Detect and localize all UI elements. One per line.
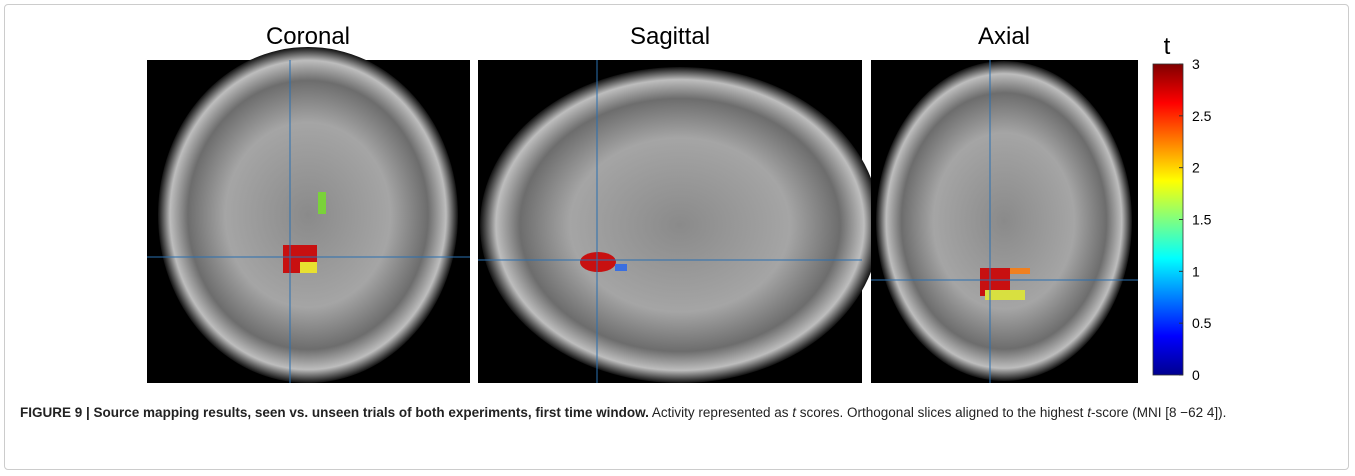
activation: [580, 252, 616, 272]
colorbar-label: t: [1164, 33, 1171, 60]
figure: Coronal Sagittal Axial t 0 0.5 1 1.5 2 2.5 3: [0, 0, 1355, 400]
caption-text: -score (MNI [8 −62 4]).: [1091, 405, 1226, 420]
colorbar: [1153, 64, 1183, 375]
tick-label: 0.5: [1192, 315, 1212, 331]
panel-title: Sagittal: [630, 23, 710, 50]
activation: [985, 290, 1025, 300]
brain: [480, 67, 880, 383]
caption-text: scores. Orthogonal slices aligned to the…: [796, 405, 1087, 420]
caption-title: FIGURE 9 | Source mapping results, seen …: [20, 405, 649, 420]
tick-label: 2.5: [1192, 108, 1212, 124]
activation: [1010, 268, 1030, 274]
panel-title: Axial: [978, 23, 1030, 50]
activation: [300, 262, 317, 273]
activation: [615, 264, 627, 271]
tick-label: 2: [1192, 160, 1200, 176]
tick-label: 3: [1192, 56, 1200, 72]
activation: [318, 192, 326, 214]
tick-label: 1: [1192, 263, 1200, 279]
tick-label: 0: [1192, 367, 1200, 383]
brain: [876, 61, 1132, 381]
tick-label: 1.5: [1192, 212, 1212, 228]
panel-title: Coronal: [266, 23, 350, 50]
caption-text: Activity represented as: [649, 405, 792, 420]
brain: [158, 47, 458, 383]
caption: FIGURE 9 | Source mapping results, seen …: [20, 402, 1320, 424]
